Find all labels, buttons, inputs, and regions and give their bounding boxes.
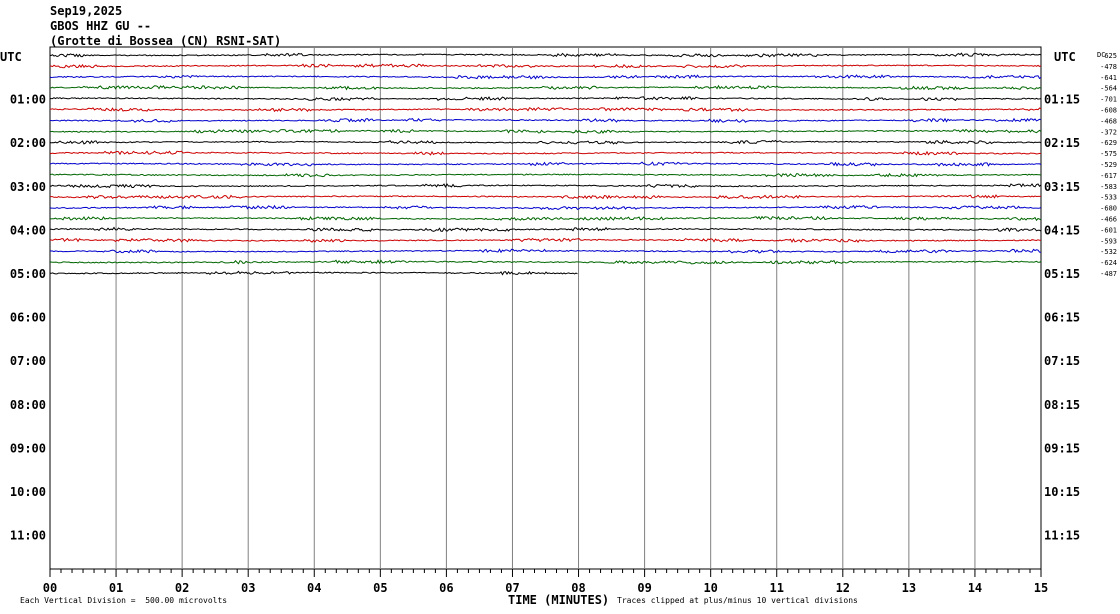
x-tick-label: 00 [43,581,57,595]
trace-line [49,84,1042,91]
right-hour-label: 02:15 [1044,136,1080,150]
trace-line [49,117,1042,124]
left-hour-label: 09:00 [10,441,46,455]
trace-offset-label: -601 [1100,226,1117,234]
x-tick-label: 03 [241,581,255,595]
trace-offset-label: -629 [1100,139,1117,147]
trace-offset-label: -529 [1100,161,1117,169]
trace-line [49,259,1042,265]
minute-gridlines [115,47,976,569]
trace-line [49,204,1042,211]
trace-line [49,183,1042,189]
trace-offset-label: -617 [1100,172,1117,180]
trace-line [49,150,1042,156]
left-time-labels: 01:00 02:00 03:00 04:00 05:00 06:00 07:00 08:00… [10,93,46,543]
trace-offset-label: -532 [1100,248,1117,256]
trace-line [50,96,1042,102]
trace-offset-label: -701 [1100,96,1117,104]
trace-offset-label: -575 [1100,150,1117,158]
x-tick-label: 07 [505,581,519,595]
x-tick-label: 15 [1034,581,1048,595]
right-hour-label: 05:15 [1044,267,1080,281]
trace-line [49,106,1042,113]
location-label: (Grotte di Bossea (CN) RSNI-SAT) [50,34,282,48]
trace-line [49,248,1042,254]
trace-line [49,226,1042,233]
trace-line [49,139,1042,145]
trace-offset-label: -487 [1100,270,1117,278]
trace-offset-label: -468 [1100,117,1117,125]
trace-line [49,194,1041,200]
left-hour-label: 08:00 [10,398,46,412]
trace-line [49,237,1041,244]
x-tick-label: 01 [109,581,123,595]
offset-header-label: DC [1097,51,1105,59]
x-tick-label: 04 [307,581,321,595]
x-tick-label: 09 [637,581,651,595]
trace-offset-label: -608 [1100,107,1117,115]
trace-offset-label: -466 [1100,216,1117,224]
right-hour-label: 07:15 [1044,354,1080,368]
trace-offset-label: -641 [1100,74,1117,82]
left-hour-label: 11:00 [10,529,46,543]
x-tick-label: 08 [571,581,585,595]
left-hour-label: 06:00 [10,311,46,325]
trace-offset-label: -372 [1100,128,1117,136]
x-tick-label: 06 [439,581,453,595]
trace-line [49,172,1042,178]
x-tick-label: 10 [703,581,717,595]
right-hour-label: 09:15 [1044,441,1080,455]
trace-offset-label: -564 [1100,85,1117,93]
right-hour-label: 06:15 [1044,311,1080,325]
scale-note: Each Vertical Division = 500.00 microvol… [20,596,228,605]
left-hour-label: 07:00 [10,354,46,368]
trace-offset-label: -680 [1100,205,1117,213]
trace-offset-label: -533 [1100,194,1117,202]
date-label: Sep19,2025 [50,4,123,18]
x-axis-title: TIME (MINUTES) [508,593,610,607]
left-utc-label: UTC [0,50,22,64]
left-hour-label: 10:00 [10,485,46,499]
trace-offset-label: 625 [1104,52,1117,60]
plot-frame [49,46,1042,570]
left-hour-label: 02:00 [10,136,46,150]
x-tick-label: 11 [770,581,784,595]
trace-offset-label: -478 [1100,63,1117,71]
trace-line [49,270,578,276]
trace-offset-label: -583 [1100,183,1117,191]
trace-offset-labels: 625 -478 -641 -564 -701 -608 -468 -372 -629 -575 -… [1100,52,1117,278]
right-hour-label: 11:15 [1044,529,1080,543]
trace-line [49,161,1042,167]
x-tick-label: 13 [902,581,916,595]
right-hour-label: 08:15 [1044,398,1080,412]
left-hour-label: 01:00 [10,93,46,107]
right-time-labels: 01:15 02:15 03:15 04:15 05:15 06:15 07:15 08:15… [1044,93,1080,543]
left-hour-label: 03:00 [10,180,46,194]
trace-line [49,52,1042,58]
x-tick-label: 02 [175,581,189,595]
right-hour-label: 04:15 [1044,223,1080,237]
x-tick-label: 14 [968,581,982,595]
trace-line [49,74,1042,80]
right-hour-label: 01:15 [1044,93,1080,107]
trace-line [49,63,1042,69]
x-axis-ticks: 00 01 02 03 04 05 06 07 08 09 10 11 12 13 14 15 [43,569,1048,595]
left-hour-label: 04:00 [10,223,46,237]
x-tick-label: 05 [373,581,387,595]
trace-offset-label: -593 [1100,237,1117,245]
station-label: GBOS HHZ GU -- [50,19,152,33]
trace-offset-label: -624 [1100,259,1117,267]
right-hour-label: 10:15 [1044,485,1080,499]
trace-line [49,128,1042,134]
right-utc-label: UTC [1054,50,1076,64]
trace-line [49,215,1042,222]
traces [49,52,1042,276]
clip-note: Traces clipped at plus/minus 10 vertical… [617,596,858,605]
right-hour-label: 03:15 [1044,180,1080,194]
left-hour-label: 05:00 [10,267,46,281]
x-tick-label: 12 [836,581,850,595]
